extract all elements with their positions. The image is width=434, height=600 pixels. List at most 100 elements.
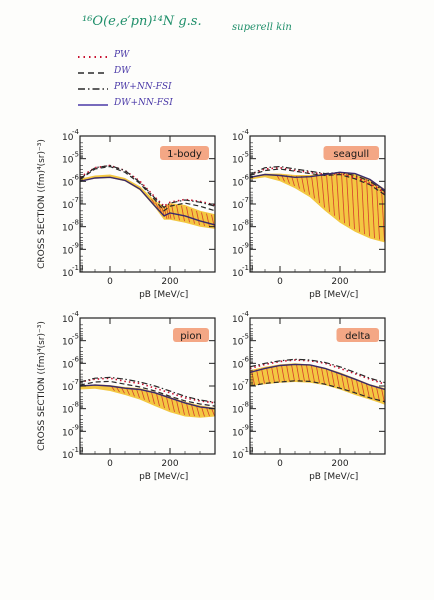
hatch-mark xyxy=(331,370,335,387)
hatch-mark xyxy=(261,368,265,384)
x-tick-label: 200 xyxy=(331,277,348,287)
y-tick-exponent: -6 xyxy=(242,173,250,181)
band-hatching xyxy=(251,364,385,403)
hatch-mark xyxy=(181,401,185,415)
y-tick-exponent: -9 xyxy=(72,241,79,249)
hatch-mark xyxy=(186,206,190,223)
hatch-mark xyxy=(171,398,175,412)
hatch-mark xyxy=(266,367,270,384)
y-tick-exponent: -7 xyxy=(72,196,79,204)
y-tick-label: 10 xyxy=(232,224,244,234)
x-tick-label: 0 xyxy=(107,459,113,469)
kinematics-note: superell kin xyxy=(232,22,292,33)
panel-label-bg xyxy=(160,146,209,160)
hatch-mark xyxy=(171,204,175,220)
hatch-mark xyxy=(296,364,300,382)
panel-label-bg xyxy=(173,328,209,342)
hatch-mark xyxy=(331,173,335,216)
hatch-mark xyxy=(311,365,315,383)
hatch-mark xyxy=(371,385,375,400)
hatch-mark xyxy=(326,369,330,385)
y-tick-exponent: -6 xyxy=(72,173,80,181)
legend: PW DW PW+NN-FSI DW+NN-FSI xyxy=(76,50,256,120)
x-tick-label: 0 xyxy=(277,277,283,287)
y-tick-label: 10 xyxy=(232,406,244,416)
hatch-mark xyxy=(356,380,360,395)
series-line-pw-nn-fsi xyxy=(80,376,215,403)
plot-area xyxy=(80,164,215,229)
y-tick-label: 10 xyxy=(62,360,74,370)
hatch-mark xyxy=(316,366,320,383)
y-tick-exponent: -7 xyxy=(242,378,249,386)
hatch-mark xyxy=(156,393,160,407)
hatch-mark xyxy=(121,387,125,394)
hatch-mark xyxy=(251,370,255,385)
y-tick-label: 10 xyxy=(232,246,244,256)
y-tick-exponent: -6 xyxy=(72,355,80,363)
y-tick-label: 10 xyxy=(62,224,74,234)
x-axis-label: pB [MeV/c] xyxy=(309,472,358,482)
y-tick-exponent: -5 xyxy=(242,151,249,159)
hatch-mark xyxy=(356,175,360,232)
plot-area xyxy=(80,376,215,418)
hatch-mark xyxy=(116,386,120,393)
series-line-pw-nn-fsi xyxy=(250,165,385,193)
y-tick-exponent: -10 xyxy=(72,446,83,454)
legend-item-pw-nn-fsi: PW+NN-FSI xyxy=(76,82,256,96)
series-line-dw xyxy=(250,380,385,403)
hatch-mark xyxy=(126,388,130,395)
series-line-dw-nn-fsi xyxy=(80,176,215,226)
x-axis-label: pB [MeV/c] xyxy=(139,290,188,300)
y-tick-label: 10 xyxy=(232,338,244,348)
y-tick-label: 10 xyxy=(62,451,74,461)
hatch-mark xyxy=(351,174,355,230)
hatch-mark xyxy=(381,188,385,241)
y-tick-label: 10 xyxy=(232,201,244,211)
legend-label: DW+NN-FSI xyxy=(114,98,173,108)
plot-area xyxy=(250,165,385,243)
y-axis-label: CROSS SECTION ((fm)⁴(sr)⁻³) xyxy=(37,321,47,451)
y-tick-exponent: -4 xyxy=(72,310,80,318)
y-tick-label: 10 xyxy=(62,406,74,416)
series-line-dw xyxy=(80,380,215,407)
x-tick-label: 200 xyxy=(161,459,178,469)
y-tick-label: 10 xyxy=(62,338,74,348)
hatch-mark xyxy=(201,406,205,417)
hatch-mark xyxy=(381,388,385,403)
series-line-pw-nn-fsi xyxy=(80,164,215,209)
hatch-mark xyxy=(306,365,310,382)
y-tick-exponent: -9 xyxy=(72,423,79,431)
hatch-mark xyxy=(371,181,375,239)
y-tick-label: 10 xyxy=(62,269,74,279)
hatch-mark xyxy=(361,177,365,235)
legend-label: DW xyxy=(114,66,131,76)
y-tick-exponent: -7 xyxy=(72,378,79,386)
hatch-mark xyxy=(276,365,280,383)
hatch-mark xyxy=(167,204,172,219)
y-tick-exponent: -7 xyxy=(242,196,249,204)
hatch-mark xyxy=(341,173,345,224)
series-line-dw-nn-fsi xyxy=(80,384,215,410)
y-tick-label: 10 xyxy=(232,451,244,461)
y-tick-exponent: -8 xyxy=(242,219,249,227)
y-tick-exponent: -9 xyxy=(242,241,249,249)
y-tick-exponent: -5 xyxy=(72,151,79,159)
panel-label: delta xyxy=(345,331,370,342)
hatch-mark xyxy=(351,378,355,394)
hatch-mark xyxy=(211,408,215,416)
series-line-dw xyxy=(250,168,385,196)
hatch-mark xyxy=(301,175,305,192)
uncertainty-band xyxy=(250,363,385,405)
x-tick-label: 0 xyxy=(277,459,283,469)
y-tick-exponent: -4 xyxy=(242,128,250,136)
hatch-mark xyxy=(141,389,145,400)
hatch-mark xyxy=(181,205,185,222)
uncertainty-band xyxy=(80,174,215,229)
panel-label-bg xyxy=(323,146,379,160)
panel-label: pion xyxy=(180,331,202,342)
y-tick-exponent: -6 xyxy=(242,355,250,363)
